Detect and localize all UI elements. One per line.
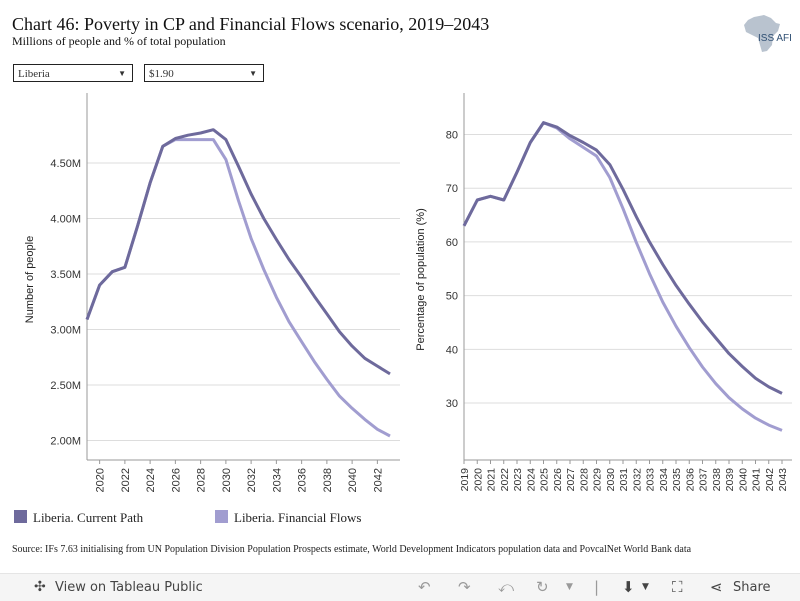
x-tick-label: 2023 <box>512 468 524 492</box>
x-tick-label: 2043 <box>777 468 789 492</box>
x-tick-label: 2038 <box>322 468 334 492</box>
legend-swatch-financial-flows <box>215 510 228 523</box>
series-line-financial-flows <box>462 121 783 432</box>
x-tick-label: 2030 <box>221 468 233 492</box>
x-tick-label: 2039 <box>724 468 736 492</box>
x-tick-label: 2024 <box>525 468 537 492</box>
chart-title: Chart 46: Poverty in CP and Financial Fl… <box>12 14 490 34</box>
x-tick-label: 2028 <box>196 468 208 492</box>
download-icon[interactable]: ⬇ <box>622 578 635 596</box>
refresh-icon[interactable]: ↻ <box>536 578 549 596</box>
iss-afi-logo: ISS AFI <box>744 15 792 52</box>
share-button[interactable]: Share <box>733 580 771 595</box>
x-tick-label: 2040 <box>737 468 749 492</box>
chart-percentage-of-population: 30 40 50 60 70 80 2019 2020 2021 2022 2023 2024 2025… <box>415 93 792 492</box>
refresh-menu-chevron-icon[interactable]: ▼ <box>566 582 573 592</box>
source-note: Source: IFs 7.63 initialising from UN Po… <box>12 544 692 555</box>
x-tick-label: 2041 <box>751 468 763 492</box>
legend-label-financial-flows: Liberia. Financial Flows <box>234 510 362 525</box>
y-axis-title: Number of people <box>24 236 36 323</box>
x-tick-label: 2019 <box>459 468 471 492</box>
x-tick-label: 2022 <box>499 468 511 492</box>
x-tick-label: 2037 <box>698 468 710 492</box>
x-tick-label: 2031 <box>618 468 630 492</box>
y-tick-label: 80 <box>446 129 458 141</box>
x-tick-label: 2035 <box>671 468 683 492</box>
y-tick-label: 3.00M <box>50 324 81 336</box>
x-tick-label: 2021 <box>486 468 498 492</box>
y-tick-label: 40 <box>446 344 458 356</box>
x-tick-label: 2029 <box>592 468 604 492</box>
toolbar-divider: | <box>594 578 600 596</box>
share-icon[interactable]: ⋖ <box>710 578 723 596</box>
series-line-financial-flows <box>85 138 391 438</box>
y-axis-title: Percentage of population (%) <box>415 208 427 350</box>
x-tick-label: 2025 <box>539 468 551 492</box>
x-tick-label: 2028 <box>578 468 590 492</box>
y-tick-label: 30 <box>446 398 458 410</box>
x-tick-label: 2040 <box>347 468 359 492</box>
x-tick-label: 2038 <box>711 468 723 492</box>
y-tick-label: 4.00M <box>50 213 81 225</box>
x-tick-label: 2026 <box>552 468 564 492</box>
x-tick-label: 2030 <box>605 468 617 492</box>
x-tick-label: 2022 <box>120 468 132 492</box>
x-tick-label: 2042 <box>372 468 384 492</box>
x-tick-label: 2020 <box>95 468 107 492</box>
x-tick-label: 2033 <box>645 468 657 492</box>
legend-swatch-current-path <box>14 510 27 523</box>
y-tick-label: 70 <box>446 183 458 195</box>
fullscreen-icon[interactable]: ⛶ <box>672 578 683 596</box>
chart-number-of-people: 2.00M 2.50M 3.00M 3.50M 4.00M 4.50M 2020 2022 20… <box>24 93 400 492</box>
y-tick-label: 60 <box>446 237 458 249</box>
x-tick-label: 2024 <box>145 468 157 492</box>
y-tick-label: 2.00M <box>50 435 81 447</box>
poverty-line-dropdown[interactable]: $1.90 ▼ <box>144 64 264 82</box>
x-tick-label: 2042 <box>764 468 776 492</box>
undo-icon[interactable]: ↶ <box>418 578 431 596</box>
view-on-tableau-link[interactable]: View on Tableau Public <box>55 580 203 595</box>
chevron-down-icon: ▼ <box>118 69 126 78</box>
redo-icon[interactable]: ↷ <box>458 578 471 596</box>
poverty-line-dropdown-value: $1.90 <box>149 68 174 80</box>
legend-current-path[interactable]: Liberia. Current Path <box>14 510 143 526</box>
x-tick-label: 2036 <box>297 468 309 492</box>
legend-label-current-path: Liberia. Current Path <box>33 510 144 525</box>
y-tick-label: 3.50M <box>50 269 81 281</box>
legend-financial-flows[interactable]: Liberia. Financial Flows <box>215 510 361 526</box>
series-line-current-path <box>462 121 783 395</box>
y-tick-label: 4.50M <box>50 158 81 170</box>
x-tick-label: 2026 <box>170 468 182 492</box>
x-tick-label: 2034 <box>658 468 670 492</box>
logo-text: ISS AFI <box>758 33 792 44</box>
series-line-current-path <box>85 128 391 376</box>
y-tick-label: 50 <box>446 291 458 303</box>
tableau-toolbar: ✣ View on Tableau Public ↶ ↷ ⤺ ↻ ▼ | ⬇ ▼… <box>0 573 800 601</box>
country-dropdown-value: Liberia <box>18 68 50 80</box>
country-dropdown[interactable]: Liberia ▼ <box>13 64 133 82</box>
download-menu-chevron-icon[interactable]: ▼ <box>642 582 649 592</box>
revert-icon[interactable]: ⤺ <box>498 578 515 596</box>
chart-subtitle: Millions of people and % of total popula… <box>12 34 226 48</box>
x-tick-label: 2036 <box>684 468 696 492</box>
x-tick-label: 2032 <box>631 468 643 492</box>
chevron-down-icon: ▼ <box>249 69 257 78</box>
x-tick-label: 2034 <box>271 468 283 492</box>
x-tick-label: 2020 <box>472 468 484 492</box>
y-tick-label: 2.50M <box>50 380 81 392</box>
tableau-icon: ✣ <box>34 579 46 595</box>
x-tick-label: 2027 <box>565 468 577 492</box>
x-tick-label: 2032 <box>246 468 258 492</box>
